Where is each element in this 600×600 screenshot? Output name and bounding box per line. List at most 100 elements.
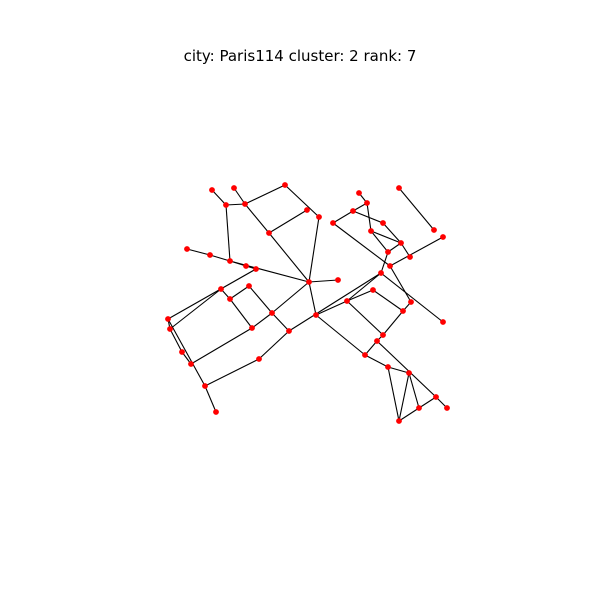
graph-node xyxy=(286,328,292,334)
graph-node xyxy=(440,319,446,325)
graph-node xyxy=(396,185,402,191)
graph-edge xyxy=(308,281,317,316)
graph-edge xyxy=(332,222,391,267)
graph-node xyxy=(407,254,413,260)
graph-edge xyxy=(167,318,206,387)
graph-edge xyxy=(229,298,253,329)
graph-node xyxy=(368,228,374,234)
graph-node xyxy=(356,190,362,196)
graph-edge xyxy=(268,232,310,283)
graph-node xyxy=(231,185,237,191)
graph-node xyxy=(282,182,288,188)
graph-node xyxy=(207,252,213,258)
graph-edge xyxy=(271,312,290,332)
graph-node xyxy=(209,187,215,193)
graph-node xyxy=(362,352,368,358)
graph-node xyxy=(202,383,208,389)
graph-node xyxy=(406,370,412,376)
graph-edge xyxy=(346,300,384,336)
graph-node xyxy=(398,240,404,246)
graph-node xyxy=(306,279,312,285)
graph-node xyxy=(227,258,233,264)
graph-node xyxy=(188,361,194,367)
graph-node xyxy=(344,298,350,304)
graph-edge xyxy=(346,289,374,302)
graph-node xyxy=(350,208,356,214)
graph-edge xyxy=(315,314,366,356)
graph-node xyxy=(400,308,406,314)
graph-edge xyxy=(308,279,339,283)
graph-edge xyxy=(211,189,227,206)
graph-edge xyxy=(169,288,222,330)
graph-node xyxy=(246,283,252,289)
graph-edge xyxy=(248,285,273,314)
graph-edge xyxy=(268,209,308,234)
graph-node xyxy=(440,234,446,240)
graph-edge xyxy=(209,254,231,262)
graph-node xyxy=(374,338,380,344)
graph-edge xyxy=(204,358,260,387)
graph-edge xyxy=(364,354,389,368)
graph-edge xyxy=(346,272,382,302)
graph-edge xyxy=(284,184,320,218)
graph-edge xyxy=(382,310,404,336)
graph-edge xyxy=(225,204,231,262)
graph-edge xyxy=(186,248,211,256)
graph-edge xyxy=(387,366,400,422)
graph-node xyxy=(243,263,249,269)
graph-node xyxy=(184,246,190,252)
graph-node xyxy=(223,202,229,208)
graph-edge xyxy=(389,236,444,267)
graph-edge xyxy=(332,210,354,224)
graph-edge xyxy=(418,396,437,409)
graph-edge xyxy=(251,312,273,329)
graph-edge xyxy=(229,285,250,300)
graph-edge xyxy=(389,265,412,303)
graph-edge xyxy=(364,340,378,356)
graph-node xyxy=(218,286,224,292)
graph-node xyxy=(266,230,272,236)
graph-node xyxy=(313,312,319,318)
graph-node xyxy=(444,405,450,411)
graph-edge xyxy=(167,268,257,320)
graph-node xyxy=(167,326,173,332)
graph-node xyxy=(316,214,322,220)
graph-edge xyxy=(244,184,286,205)
graph-edge xyxy=(398,372,410,422)
graph-node xyxy=(269,310,275,316)
graph-edge xyxy=(233,187,246,205)
graph-edge xyxy=(190,327,253,365)
graph-edge xyxy=(398,187,435,231)
graph-edge xyxy=(229,260,310,283)
graph-node xyxy=(380,332,386,338)
graph-node xyxy=(227,296,233,302)
graph-edge xyxy=(244,203,270,234)
graph-edge xyxy=(408,372,420,409)
graph-edge xyxy=(204,385,217,413)
graph-node xyxy=(385,249,391,255)
graph-node xyxy=(335,277,341,283)
graph-edge xyxy=(169,328,183,353)
graph-edge xyxy=(352,210,384,224)
graph-edge xyxy=(380,272,444,323)
graph-edge xyxy=(382,222,402,244)
graph-node xyxy=(387,263,393,269)
graph-node xyxy=(242,201,248,207)
chart-title: city: Paris114 cluster: 2 rank: 7 xyxy=(183,47,417,65)
graph-node xyxy=(253,266,259,272)
graph-node xyxy=(396,418,402,424)
graph-node xyxy=(408,299,414,305)
graph-node xyxy=(330,220,336,226)
edges-layer xyxy=(167,184,448,422)
graph-node xyxy=(304,207,310,213)
graph-edge xyxy=(370,230,402,244)
graph-edge xyxy=(288,272,382,332)
graph-node xyxy=(179,349,185,355)
graph-edge xyxy=(398,407,420,422)
graph-edge xyxy=(376,340,437,398)
graph-node xyxy=(416,405,422,411)
nodes-layer xyxy=(165,182,450,424)
graph-edge xyxy=(315,300,348,316)
graph-node xyxy=(433,394,439,400)
